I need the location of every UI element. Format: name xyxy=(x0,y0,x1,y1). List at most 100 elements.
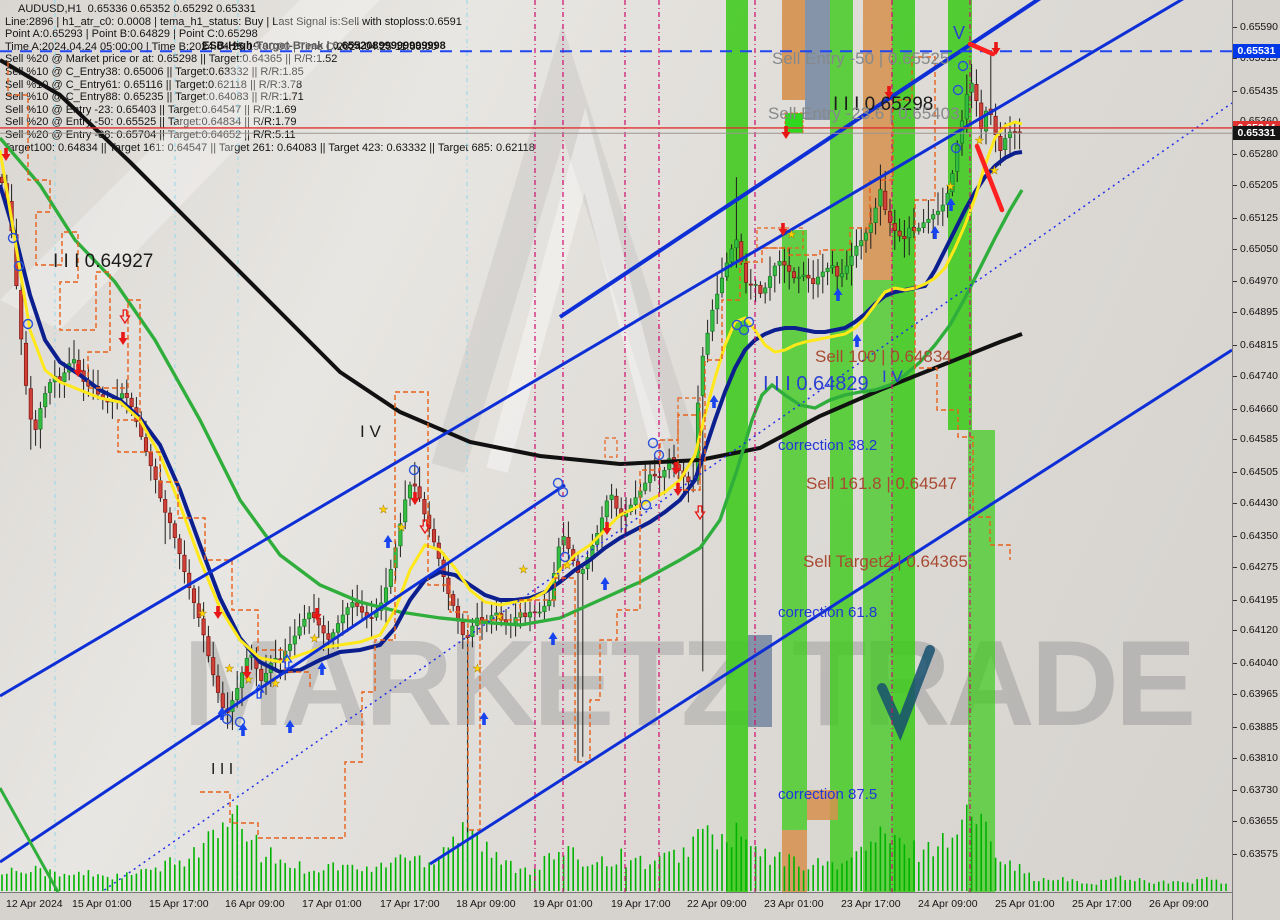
annotation-label[interactable]: I I I 0.64829 xyxy=(763,373,869,395)
sell-arrow-icon[interactable] xyxy=(991,42,1001,55)
signal-circle[interactable] xyxy=(743,316,755,328)
star-marker[interactable]: ★ xyxy=(378,504,389,516)
buy-arrow-icon[interactable] xyxy=(600,577,610,590)
star-marker[interactable]: ★ xyxy=(494,611,505,623)
annotation-label[interactable]: I I I 0.64927 xyxy=(53,251,154,272)
volume-bar xyxy=(774,856,776,891)
sell-arrow-outline-icon[interactable] xyxy=(694,505,706,521)
star-marker[interactable]: ★ xyxy=(309,633,320,645)
star-marker[interactable]: ★ xyxy=(786,229,797,241)
volume-bar xyxy=(274,863,277,891)
buy-arrow-icon[interactable] xyxy=(479,712,489,725)
sell-arrow-icon[interactable] xyxy=(213,606,223,619)
signal-circle[interactable] xyxy=(950,142,962,154)
buy-arrow-outline-icon[interactable] xyxy=(281,653,293,669)
volume-bar xyxy=(1201,878,1203,891)
sell-arrow-icon[interactable] xyxy=(602,522,612,535)
buy-arrow-icon[interactable] xyxy=(548,632,558,645)
annotation-label[interactable]: I V xyxy=(882,367,903,386)
trendline[interactable] xyxy=(0,483,566,864)
dotted-trendline[interactable] xyxy=(60,102,1233,920)
sell-arrow-icon[interactable] xyxy=(312,608,322,621)
star-marker[interactable]: ★ xyxy=(562,560,573,572)
annotation-label[interactable]: correction 87.5 xyxy=(778,786,878,803)
buy-arrow-icon[interactable] xyxy=(930,226,940,239)
buy-arrow-icon[interactable] xyxy=(709,395,719,408)
buy-arrow-icon[interactable] xyxy=(285,720,295,733)
star-marker[interactable]: ★ xyxy=(989,165,1000,177)
star-marker[interactable]: ★ xyxy=(197,608,208,620)
trendline[interactable] xyxy=(0,0,1232,698)
buy-arrow-icon[interactable] xyxy=(317,662,327,675)
candle-body xyxy=(235,688,240,700)
trendline[interactable] xyxy=(558,0,1045,319)
price-label: 0.63885 xyxy=(1240,720,1278,733)
sell-arrow-icon[interactable] xyxy=(884,86,894,99)
star-marker[interactable]: ★ xyxy=(472,663,483,675)
star-marker[interactable]: ★ xyxy=(974,135,985,147)
annotation-label[interactable]: Sell 161.8 | 0.64547 xyxy=(806,474,957,493)
star-marker[interactable]: ★ xyxy=(224,663,235,675)
signal-circle[interactable] xyxy=(731,319,743,331)
buy-arrow-icon[interactable] xyxy=(946,198,956,211)
signal-circle[interactable] xyxy=(22,318,34,330)
sell-arrow-icon[interactable] xyxy=(410,492,420,505)
price-label: 0.64585 xyxy=(1240,433,1278,446)
signal-circle[interactable] xyxy=(647,437,659,449)
time-axis[interactable]: 12 Apr 2024 15 Apr 01:00 15 Apr 17:00 16 Ap… xyxy=(0,892,1280,920)
signal-circle[interactable] xyxy=(13,260,25,272)
annotation-label[interactable]: Sell Entry -50 | 0.65525 xyxy=(772,49,950,68)
star-marker[interactable]: ★ xyxy=(945,181,956,193)
buy-arrow-icon[interactable] xyxy=(833,288,843,301)
buy-arrow-icon[interactable] xyxy=(852,334,862,347)
ma-slow-black xyxy=(0,58,1023,467)
signal-circle[interactable] xyxy=(552,477,564,489)
sell-arrow-icon[interactable] xyxy=(673,483,683,496)
signal-circle[interactable] xyxy=(7,232,19,244)
trendline[interactable] xyxy=(429,348,1233,866)
sell-arrow-outline-icon[interactable] xyxy=(119,309,131,325)
annotation-label[interactable]: Sell Entry -23.6 | 0.65403 xyxy=(768,104,960,123)
annotation-label[interactable]: I I I 0.65298 xyxy=(833,94,934,115)
annotation-label[interactable]: Sell Target2 | 0.64365 xyxy=(803,552,968,571)
star-marker[interactable]: ★ xyxy=(243,674,254,686)
candle-body xyxy=(556,546,561,572)
price-axis[interactable]: 0.655900.655150.654350.653600.652800.652… xyxy=(1232,0,1280,920)
star-marker[interactable]: ★ xyxy=(518,564,529,576)
signal-circle[interactable] xyxy=(221,713,233,725)
annotation-label[interactable]: I V xyxy=(360,422,381,441)
signal-circle[interactable] xyxy=(557,486,569,498)
volume-bar xyxy=(438,858,440,891)
annotation-label[interactable]: V xyxy=(953,23,966,43)
signal-circle[interactable] xyxy=(957,60,969,72)
sell-arrow-icon[interactable] xyxy=(118,332,128,345)
annotation-label[interactable]: correction 61.8 xyxy=(778,604,878,621)
buy-arrow-icon[interactable] xyxy=(238,723,248,736)
volume-bar xyxy=(1148,882,1150,891)
candle-body xyxy=(119,393,125,399)
annotation-label[interactable]: Sell 100 | 0.64834 xyxy=(815,347,952,366)
sell-arrow-icon[interactable] xyxy=(73,364,83,377)
sell-arrow-outline-icon[interactable] xyxy=(419,519,431,535)
buy-arrow-icon[interactable] xyxy=(383,535,393,548)
signal-circle[interactable] xyxy=(952,84,964,96)
signal-circle[interactable] xyxy=(653,449,665,461)
star-marker[interactable]: ★ xyxy=(270,678,281,690)
sell-arrow-icon[interactable] xyxy=(242,666,252,679)
buy-arrow-icon[interactable] xyxy=(217,707,227,720)
star-marker[interactable]: ★ xyxy=(396,522,407,534)
signal-circle[interactable] xyxy=(234,716,246,728)
signal-circle[interactable] xyxy=(738,324,750,336)
sell-arrow-icon[interactable] xyxy=(671,462,681,475)
signal-circle[interactable] xyxy=(559,551,571,563)
sell-arrow-icon[interactable] xyxy=(1,148,11,161)
sell-arrow-icon[interactable] xyxy=(781,126,791,139)
signal-circle[interactable] xyxy=(408,464,420,476)
buy-arrow-outline-icon[interactable] xyxy=(253,683,265,699)
annotation-label[interactable]: I I I xyxy=(211,761,234,778)
sell-arrow-icon[interactable] xyxy=(778,223,788,236)
signal-circle[interactable] xyxy=(640,499,652,511)
annotation-label[interactable]: correction 38.2 xyxy=(778,437,878,454)
